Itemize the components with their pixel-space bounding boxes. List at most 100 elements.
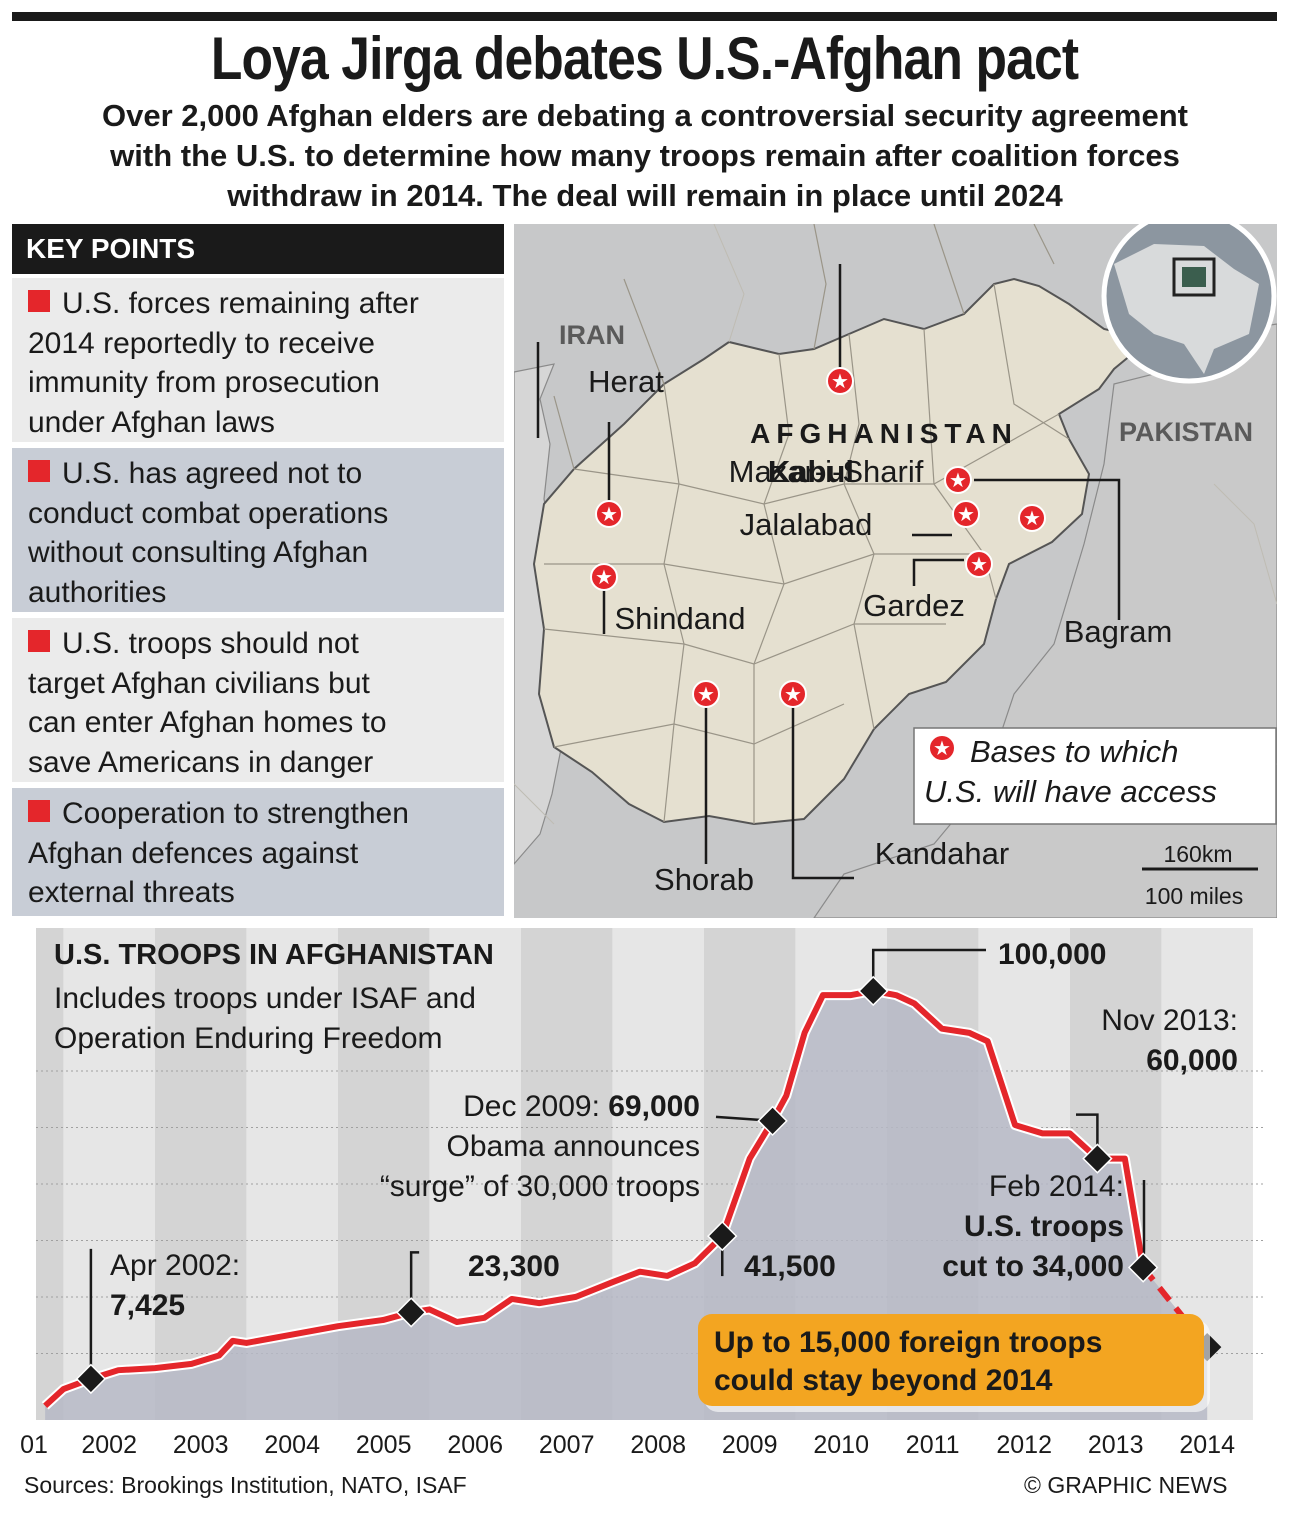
chart-annotation: 100,000 bbox=[858, 938, 1106, 1007]
base-label: Kabul bbox=[768, 454, 854, 489]
subtitle-line: Over 2,000 Afghan elders are debating a … bbox=[101, 98, 1188, 133]
base-leader-line bbox=[791, 706, 854, 880]
annotation-text: Dec 2009: 69,000 bbox=[463, 1090, 700, 1123]
credit-text: © GRAPHIC NEWS bbox=[1024, 1472, 1228, 1498]
scale-miles: 100 miles bbox=[1145, 883, 1243, 909]
chart-annotation: Apr 2002: 7,425 bbox=[75, 1248, 240, 1395]
base-label: Jalalabad bbox=[740, 507, 873, 542]
chart-subtitle: Includes troops under ISAF and bbox=[54, 982, 476, 1015]
x-tick-label: 2013 bbox=[1087, 1431, 1144, 1459]
annotation-text: U.S. troops bbox=[964, 1210, 1124, 1243]
subtitle-line: withdraw in 2014. The deal will remain i… bbox=[227, 178, 1063, 213]
base-marker: ★ Mazar-i-Sharif bbox=[729, 264, 924, 489]
chart-svg: U.S. TROOPS IN AFGHANISTAN Includes troop… bbox=[36, 928, 1266, 1420]
x-tick-label: 2009 bbox=[721, 1431, 778, 1459]
sources-text: Sources: Brookings Institution, NATO, IS… bbox=[24, 1472, 467, 1498]
chart-title: U.S. TROOPS IN AFGHANISTAN bbox=[54, 939, 494, 971]
troops-line bbox=[43, 987, 1147, 1409]
key-point-1: U.S. forces remaining after 2014 reporte… bbox=[12, 278, 504, 442]
chart-annotation: Dec 2009: 69,000 Obama announces “surge” o… bbox=[380, 1090, 788, 1203]
star-icon bbox=[595, 500, 623, 528]
chart-annotation: Feb 2014: U.S. troops cut to 34,000 bbox=[942, 1170, 1159, 1283]
base-label: Gardez bbox=[863, 588, 965, 623]
chart-annotation: 23,300 bbox=[395, 1250, 560, 1328]
star-glyph: ★ bbox=[831, 371, 849, 393]
star-icon bbox=[779, 680, 807, 708]
page-subtitle: Over 2,000 Afghan elders are debating a … bbox=[20, 96, 1270, 216]
x-tick-label: 2014 bbox=[1179, 1431, 1235, 1459]
troops-chart: U.S. TROOPS IN AFGHANISTAN Includes troop… bbox=[36, 928, 1266, 1420]
scale-km: 160km bbox=[1163, 841, 1232, 867]
star-glyph: ★ bbox=[933, 738, 951, 760]
star-glyph: ★ bbox=[784, 684, 802, 706]
callout-pointer bbox=[1199, 1343, 1202, 1383]
star-icon bbox=[692, 680, 720, 708]
data-point-marker bbox=[707, 1220, 738, 1252]
x-tick-label: 2003 bbox=[172, 1431, 229, 1459]
callout-box bbox=[698, 1314, 1204, 1406]
base-marker: ★ Jalalabad bbox=[740, 500, 980, 542]
neighbor-label: IRAN bbox=[559, 320, 625, 350]
afghanistan-map: ★ Mazar-i-Sharif ★ Herat ★ Kabul ★ Jalalabad ★ Sh… bbox=[514, 224, 1277, 918]
base-marker: ★ Shorab bbox=[654, 680, 754, 897]
base-leader-line bbox=[974, 478, 1121, 620]
base-marker: ★Shindand bbox=[590, 563, 746, 636]
x-tick-label: 2005 bbox=[355, 1431, 412, 1459]
base-marker: ★ Bagram bbox=[974, 478, 1173, 649]
star-glyph: ★ bbox=[600, 504, 618, 526]
base-label: Shorab bbox=[654, 862, 754, 897]
top-rule bbox=[12, 12, 1277, 21]
base-marker: ★ Kandahar bbox=[779, 680, 1009, 880]
year-band bbox=[36, 928, 64, 1420]
x-tick-label: 2012 bbox=[996, 1431, 1052, 1459]
base-label: Bagram bbox=[1064, 614, 1173, 649]
forecast-callout: Up to 15,000 foreign troops could stay be… bbox=[698, 1314, 1210, 1412]
chart-annotation: 41,500 bbox=[707, 1220, 836, 1283]
troops-area bbox=[45, 990, 1208, 1420]
star-glyph: ★ bbox=[595, 567, 613, 589]
annotation-text: 100,000 bbox=[998, 938, 1106, 971]
chart-subtitle: Operation Enduring Freedom bbox=[54, 1022, 443, 1055]
country-label: AFGHANISTAN bbox=[750, 418, 1018, 449]
red-square-icon bbox=[28, 800, 50, 822]
data-point-marker bbox=[75, 1363, 107, 1395]
year-band bbox=[63, 928, 155, 1420]
legend-text: Bases to which bbox=[970, 734, 1179, 769]
star-glyph: ★ bbox=[1023, 508, 1041, 530]
data-point-marker bbox=[757, 1105, 788, 1137]
star-icon bbox=[965, 550, 993, 578]
annotation-text: 60,000 bbox=[1146, 1044, 1238, 1077]
annotation-text: 7,425 bbox=[110, 1289, 185, 1322]
key-point-4: Cooperation to strengthen Afghan defence… bbox=[12, 788, 504, 916]
x-tick-label: 01 bbox=[20, 1431, 48, 1459]
star-glyph: ★ bbox=[697, 684, 715, 706]
x-tick-label: 2010 bbox=[813, 1431, 869, 1459]
data-point-marker bbox=[1127, 1252, 1159, 1283]
base-label: Shindand bbox=[614, 601, 745, 636]
star-icon bbox=[944, 466, 972, 494]
x-tick-label: 2004 bbox=[264, 1431, 320, 1459]
red-square-icon bbox=[28, 630, 50, 652]
map-scale: 160km 100 miles bbox=[1142, 841, 1258, 909]
subtitle-line: with the U.S. to determine how many troo… bbox=[110, 138, 1180, 173]
x-tick-label: 2002 bbox=[81, 1431, 137, 1459]
data-point-marker bbox=[1082, 1143, 1113, 1174]
annotation-text: Nov 2013: bbox=[1101, 1004, 1238, 1037]
base-label: Mazar-i-Sharif bbox=[729, 454, 924, 489]
annotation-text: cut to 34,000 bbox=[942, 1250, 1124, 1283]
callout-text: Up to 15,000 foreign troops bbox=[714, 1326, 1102, 1359]
star-icon bbox=[590, 563, 618, 591]
legend-text: U.S. will have access bbox=[924, 774, 1217, 809]
base-leader-line bbox=[912, 558, 964, 586]
annotation-leader bbox=[409, 1251, 420, 1313]
star-glyph: ★ bbox=[949, 470, 967, 492]
key-points-heading: KEY POINTS bbox=[12, 224, 504, 274]
x-tick-label: 2011 bbox=[905, 1431, 960, 1459]
chart-annotation: Nov 2013: 60,000 bbox=[1076, 1004, 1238, 1174]
legend-box bbox=[913, 727, 1277, 825]
star-icon bbox=[928, 734, 956, 762]
page-title: Loya Jirga debates U.S.-Afghan pact bbox=[210, 25, 1079, 92]
neighbor-label: PAKISTAN bbox=[1119, 417, 1253, 447]
star-glyph: ★ bbox=[970, 554, 988, 576]
